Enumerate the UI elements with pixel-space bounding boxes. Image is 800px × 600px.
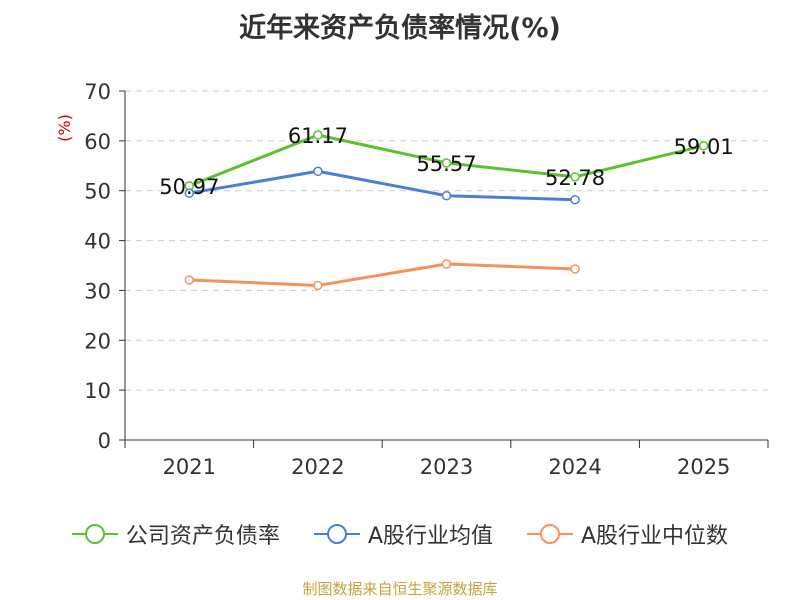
legend-label: A股行业均值 — [367, 524, 493, 549]
y-tick-label: 0 — [98, 429, 111, 453]
source-note: 制图数据来自恒生聚源数据库 — [302, 580, 498, 598]
legend-swatch-icon — [71, 524, 118, 544]
y-tick-label: 10 — [84, 379, 111, 403]
legend-item[interactable]: A股行业均值 — [313, 518, 493, 550]
data-label: 61.17 — [288, 124, 348, 148]
data-point — [570, 172, 580, 182]
data-label: 59.01 — [674, 135, 734, 159]
y-tick-label: 60 — [84, 130, 111, 154]
data-point — [570, 264, 580, 274]
data-label: 52.78 — [545, 166, 605, 190]
data-point — [313, 280, 323, 291]
data-point — [441, 190, 452, 201]
legend-label: A股行业中位数 — [581, 524, 729, 549]
data-point — [184, 188, 195, 198]
legend-item[interactable]: A股行业中位数 — [527, 518, 728, 550]
y-tick-label: 70 — [84, 80, 111, 104]
series-line-3 — [189, 262, 576, 287]
chart-title: 近年来资产负债率情况(%) — [239, 13, 561, 44]
y-axis-unit-label: (%) — [55, 114, 74, 142]
data-point — [570, 194, 580, 205]
y-tick-label: 30 — [84, 279, 111, 303]
legend-swatch-icon — [527, 524, 573, 544]
x-tick-label: 2025 — [677, 455, 730, 479]
x-tick-label: 2023 — [420, 455, 473, 479]
data-label: 55.57 — [416, 152, 476, 176]
data-point — [313, 166, 323, 177]
y-tick-label: 20 — [84, 329, 111, 353]
series-line-2 — [189, 169, 576, 202]
line-chart: 0 10 20 30 40 50 60 70 2021 2022 2023 2024 2025 50.9… — [55, 80, 769, 479]
data-point — [698, 141, 709, 151]
y-tick-label: 50 — [84, 180, 111, 204]
legend-label: 公司资产负债率 — [125, 524, 280, 549]
y-tick-label: 40 — [84, 230, 111, 254]
data-point — [313, 130, 323, 140]
data-label: 50.97 — [159, 175, 219, 199]
data-point — [441, 158, 452, 168]
x-tick-label: 2024 — [548, 455, 601, 479]
data-point — [184, 275, 195, 285]
legend-swatch-icon — [313, 524, 360, 544]
data-point — [441, 259, 452, 269]
legend: 公司资产负债率 A股行业均值 A股行业中位数 — [0, 518, 800, 550]
x-tick-label: 2022 — [291, 455, 344, 479]
legend-item[interactable]: 公司资产负债率 — [71, 518, 280, 550]
x-tick-label: 2021 — [163, 455, 216, 479]
